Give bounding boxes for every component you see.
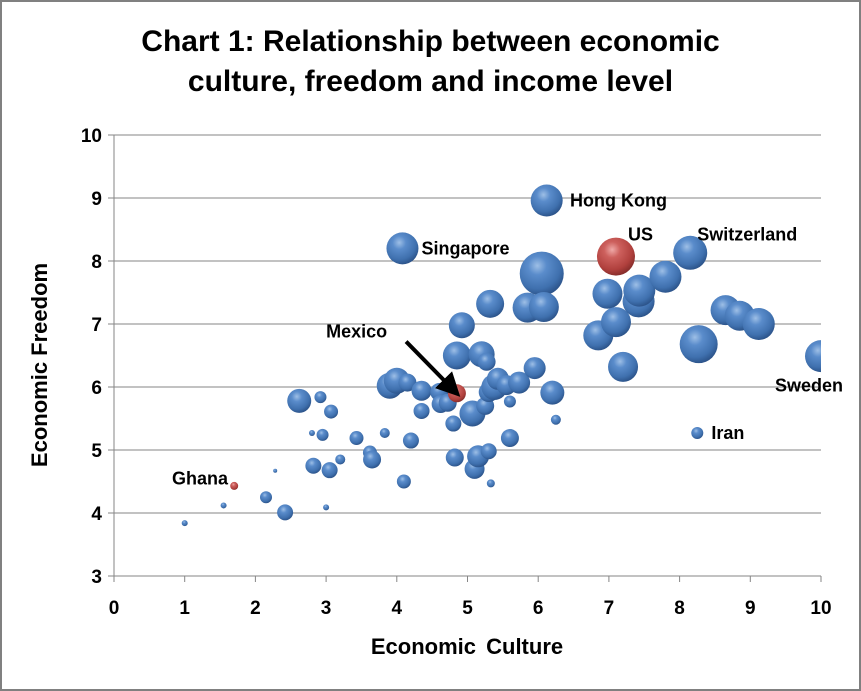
bubble xyxy=(321,462,338,479)
bubble-sweden xyxy=(805,340,821,373)
x-tick-label: 2 xyxy=(250,598,261,619)
bubble xyxy=(608,351,639,382)
chart-title: Chart 1: Relationship between economic c… xyxy=(0,22,861,102)
bubble xyxy=(500,429,519,448)
x-tick-label: 10 xyxy=(810,598,831,619)
bubble xyxy=(413,402,430,419)
label-iran: Iran xyxy=(711,423,744,443)
bubble xyxy=(742,308,775,340)
bubble xyxy=(396,474,411,489)
y-tick-label: 8 xyxy=(91,252,102,273)
label-hong-kong: Hong Kong xyxy=(570,191,667,211)
x-tick-label: 1 xyxy=(179,598,190,619)
bubble xyxy=(402,432,419,449)
bubble xyxy=(323,504,330,511)
x-axis-label: Economic Culture xyxy=(370,634,564,659)
bubble-singapore xyxy=(386,232,419,265)
bubble xyxy=(277,504,294,521)
x-tick-label: 8 xyxy=(674,598,685,619)
bubble xyxy=(181,520,188,527)
bubbles xyxy=(181,184,821,527)
bubble xyxy=(486,479,495,488)
y-axis-label: Economic Freedom xyxy=(27,262,52,468)
label-sweden: Sweden xyxy=(775,376,843,396)
bubble xyxy=(287,388,312,413)
label-singapore: Singapore xyxy=(422,238,510,258)
bubble xyxy=(308,429,315,436)
bubble-switzerland xyxy=(673,235,708,270)
bubble xyxy=(398,373,417,392)
annotations: Hong Kong Singapore US Switzerland Sweden Ira… xyxy=(172,191,843,489)
bubble xyxy=(273,468,278,473)
x-tick-label: 3 xyxy=(321,598,332,619)
label-us: US xyxy=(628,225,653,245)
bubble xyxy=(442,341,471,370)
bubble xyxy=(540,380,565,405)
bubble xyxy=(349,431,364,446)
bubble xyxy=(476,289,505,318)
bubble xyxy=(445,448,464,467)
bubble-iran xyxy=(691,426,704,439)
bubble xyxy=(379,427,390,438)
bubble xyxy=(363,450,382,469)
x-tick-label: 4 xyxy=(392,598,403,619)
bubble xyxy=(600,307,631,338)
chart-title-line-1: Chart 1: Relationship between economic xyxy=(141,25,720,58)
x-tick-label: 9 xyxy=(745,598,756,619)
bubble xyxy=(519,251,564,296)
bubble xyxy=(445,415,462,432)
bubble xyxy=(523,357,546,380)
bubble xyxy=(592,278,623,309)
bubble xyxy=(448,312,475,339)
bubble xyxy=(260,491,273,504)
bubble xyxy=(477,352,496,371)
y-tick-label: 3 xyxy=(91,567,102,588)
y-tick-label: 6 xyxy=(91,378,102,399)
x-tick-label: 6 xyxy=(533,598,544,619)
y-tick-label: 9 xyxy=(91,189,102,210)
y-tick-label: 10 xyxy=(81,126,102,147)
bubble xyxy=(314,391,327,404)
bubble xyxy=(550,414,561,425)
bubble-us xyxy=(596,237,635,276)
x-tick-label: 7 xyxy=(604,598,615,619)
y-tick-label: 7 xyxy=(91,315,102,336)
bubble xyxy=(411,380,432,401)
chart-title-line-2: culture, freedom and income level xyxy=(187,65,674,98)
bubble xyxy=(649,260,682,293)
bubble xyxy=(503,395,516,408)
bubble xyxy=(220,502,227,509)
bubble-ghana xyxy=(230,481,239,490)
x-tick-label: 0 xyxy=(109,598,120,619)
y-tick-label: 4 xyxy=(91,504,102,525)
bubble-hong-kong xyxy=(530,184,563,217)
bubble xyxy=(324,404,339,419)
x-tick-label: 5 xyxy=(462,598,473,619)
bubble xyxy=(508,371,531,394)
label-switzerland: Switzerland xyxy=(697,225,797,245)
bubble xyxy=(480,443,497,460)
label-ghana: Ghana xyxy=(172,468,229,488)
bubble xyxy=(623,274,656,307)
bubble xyxy=(528,291,559,322)
bubble xyxy=(316,428,329,441)
label-mexico: Mexico xyxy=(326,322,387,342)
axes: 3 4 5 6 7 8 9 10 0 1 2 3 4 5 6 7 8 9 10 xyxy=(81,126,832,619)
bubble xyxy=(305,457,322,474)
bubble xyxy=(679,325,718,364)
bubble xyxy=(335,454,346,465)
y-tick-label: 5 xyxy=(91,441,102,462)
arrow-icon xyxy=(404,340,461,397)
